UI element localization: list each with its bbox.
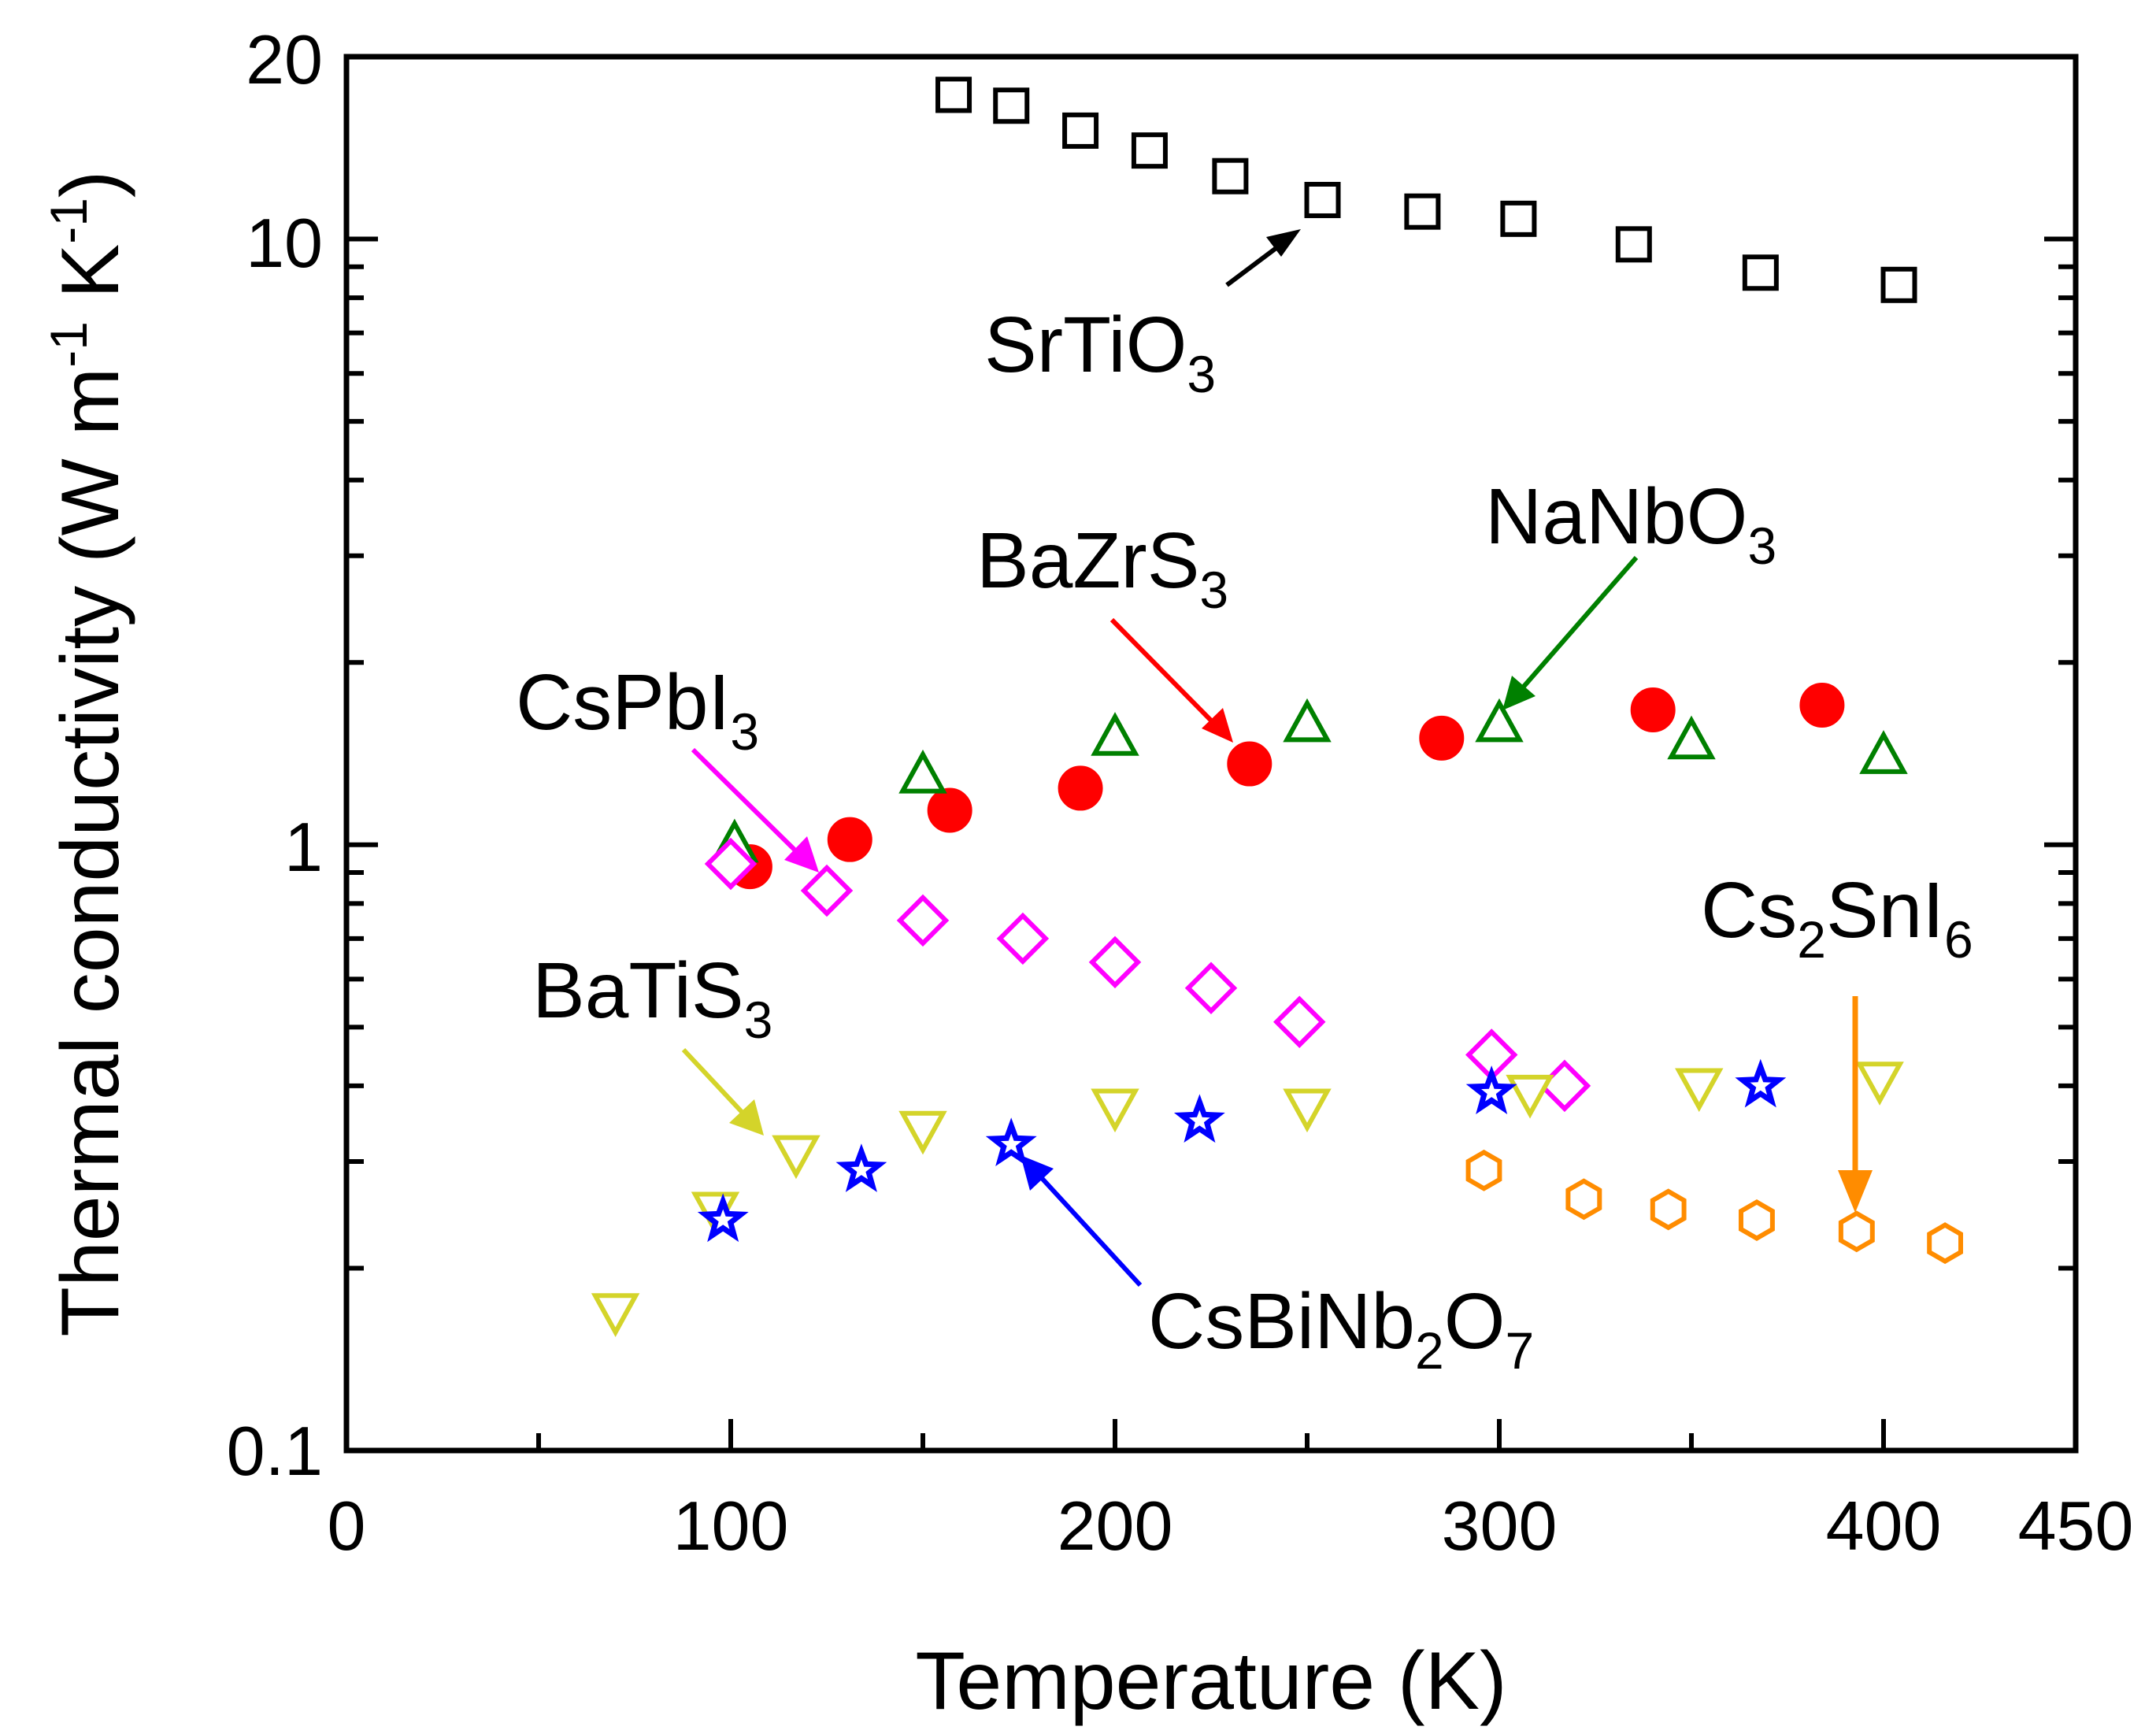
marker-srtio3 xyxy=(1404,193,1441,230)
marker-bazrs3 xyxy=(1799,683,1845,728)
marker-csbinb2o7 xyxy=(985,1117,1037,1166)
marker-batis3 xyxy=(1506,1074,1554,1119)
marker-batis3 xyxy=(1855,1062,1904,1106)
arrow-cspbi3-head xyxy=(784,836,819,873)
marker-csbinb2o7 xyxy=(835,1143,887,1192)
marker-cspbi3 xyxy=(1272,995,1326,1048)
marker-srtio3 xyxy=(1131,132,1168,169)
arrow-srtio3-head xyxy=(1266,229,1301,257)
marker-nanbo3 xyxy=(1667,715,1716,760)
series-label-cs2sni6: Cs2SnI6 xyxy=(1701,866,1973,969)
marker-batis3 xyxy=(1283,1088,1332,1133)
marker-srtio3 xyxy=(935,76,972,113)
x-tick-label: 400 xyxy=(1826,1487,1942,1565)
axis-ticks xyxy=(346,54,2076,1453)
x-tick-label: 0 xyxy=(328,1487,366,1565)
series-label-cspbi3: CsPbI3 xyxy=(516,658,759,761)
y-tick-label: 10 xyxy=(246,204,323,282)
marker-batis3 xyxy=(591,1293,640,1337)
marker-srtio3 xyxy=(1304,181,1341,218)
marker-csbinb2o7 xyxy=(1465,1065,1517,1115)
marker-cs2sni6 xyxy=(1739,1199,1775,1241)
marker-srtio3 xyxy=(1880,266,1917,303)
marker-cspbi3 xyxy=(800,864,854,917)
marker-cs2sni6 xyxy=(1565,1178,1602,1221)
marker-nanbo3 xyxy=(1475,698,1524,743)
marker-bazrs3 xyxy=(1630,687,1676,732)
marker-bazrs3 xyxy=(1227,741,1272,787)
marker-cspbi3 xyxy=(996,912,1050,965)
arrow-nanbo3 xyxy=(1521,556,1639,689)
marker-bazrs3 xyxy=(827,817,872,862)
marker-cspbi3 xyxy=(1538,1059,1591,1113)
marker-csbinb2o7 xyxy=(1735,1058,1787,1108)
marker-csbinb2o7 xyxy=(1173,1094,1225,1143)
arrow-bazrs3-head xyxy=(1202,708,1233,743)
x-axis-title: Temperature (K) xyxy=(915,1636,1506,1727)
marker-srtio3 xyxy=(993,87,1030,124)
marker-cs2sni6 xyxy=(1838,1210,1875,1253)
y-axis-title: Thermal conductivity (W m-1 K-1) xyxy=(39,170,136,1336)
x-tick-label: 300 xyxy=(1442,1487,1558,1565)
y-tick-labels: 0.1 1 10 20 xyxy=(227,20,323,1490)
marker-csbinb2o7 xyxy=(697,1193,749,1243)
arrow-csbinb2o7 xyxy=(1039,1175,1143,1288)
marker-batis3 xyxy=(772,1135,821,1180)
arrow-csbinb2o7-head xyxy=(1021,1155,1054,1191)
marker-bazrs3 xyxy=(1419,715,1465,761)
annotation-arrows xyxy=(681,229,1873,1288)
marker-nanbo3 xyxy=(898,749,947,794)
marker-cs2sni6 xyxy=(1927,1222,1963,1265)
x-tick-label: 100 xyxy=(673,1487,789,1565)
marker-cs2sni6 xyxy=(1650,1188,1687,1231)
marker-batis3 xyxy=(1091,1088,1139,1133)
series-label-srtio3: SrTiO3 xyxy=(984,301,1216,403)
plot-frame xyxy=(343,54,2079,1454)
series-label-bazrs3: BaZrS3 xyxy=(976,517,1228,619)
marker-cs2sni6 xyxy=(1465,1149,1502,1191)
arrow-cspbi3 xyxy=(691,747,798,853)
marker-cspbi3 xyxy=(896,894,950,947)
arrow-srtio3 xyxy=(1225,240,1285,287)
marker-cspbi3 xyxy=(1184,961,1238,1014)
marker-bazrs3 xyxy=(927,787,972,833)
arrow-bazrs3 xyxy=(1109,617,1215,724)
marker-nanbo3 xyxy=(1859,730,1908,774)
y-tick-label: 1 xyxy=(284,808,323,886)
y-tick-label: 20 xyxy=(246,20,323,98)
marker-nanbo3 xyxy=(1283,698,1332,743)
marker-bazrs3 xyxy=(1058,765,1103,811)
marker-srtio3 xyxy=(1500,200,1537,237)
marker-batis3 xyxy=(898,1110,947,1155)
marker-srtio3 xyxy=(1742,254,1779,291)
marker-nanbo3 xyxy=(1091,712,1139,756)
data-markers xyxy=(591,76,1963,1337)
series-label-batis3: BaTiS3 xyxy=(532,947,772,1049)
series-label-csbinb2o7: CsBiNb2O7 xyxy=(1148,1277,1534,1380)
arrow-batis3 xyxy=(681,1047,744,1114)
marker-srtio3 xyxy=(1212,157,1249,195)
marker-cspbi3 xyxy=(1088,936,1142,989)
arrow-cs2sni6-head xyxy=(1838,1170,1873,1213)
x-tick-label: 200 xyxy=(1058,1487,1173,1565)
x-tick-label: 450 xyxy=(2018,1487,2134,1565)
y-tick-label: 0.1 xyxy=(227,1412,323,1490)
marker-srtio3 xyxy=(1615,226,1652,263)
x-tick-labels: 0 100 200 300 400 450 xyxy=(328,1487,2134,1565)
arrow-nanbo3-head xyxy=(1502,676,1536,710)
marker-batis3 xyxy=(1675,1068,1724,1113)
series-label-nanbo3: NaNbO3 xyxy=(1485,472,1776,575)
arrow-batis3-head xyxy=(729,1099,764,1136)
marker-cspbi3 xyxy=(704,837,758,891)
marker-srtio3 xyxy=(1062,112,1099,149)
